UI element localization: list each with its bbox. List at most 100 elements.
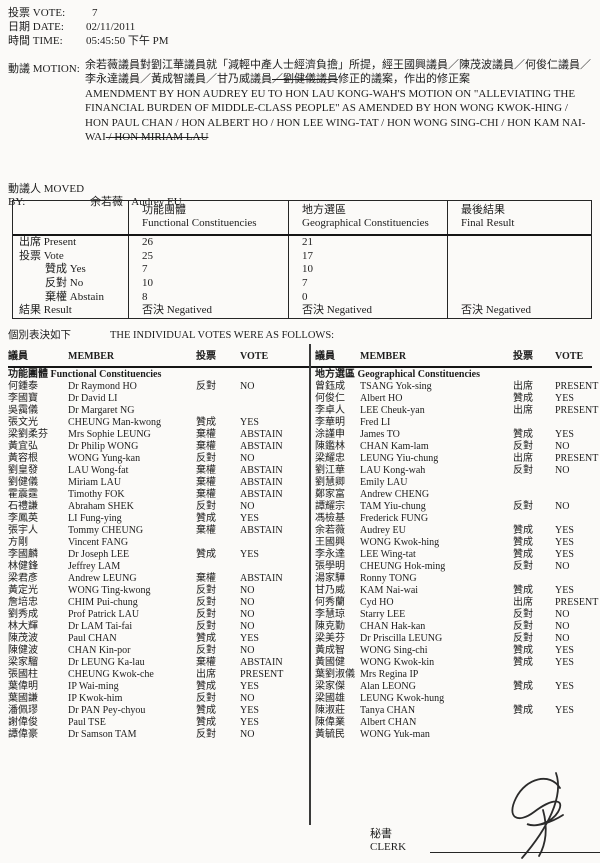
member-row: 石禮謙 Abraham SHEK 反對 NO	[8, 501, 309, 513]
member-name-cn: 譚耀宗	[315, 501, 345, 512]
member-name-cn: 何秀蘭	[315, 597, 345, 608]
member-vote-cn	[513, 489, 555, 501]
member-vote-cn: 反對	[196, 585, 216, 596]
member-name-cn: 黃定光	[8, 585, 38, 596]
member-name-cn: 梁劉柔芬	[8, 429, 48, 440]
member-name-en: Paul CHAN	[68, 633, 117, 644]
member-name-cn: 李國寶	[8, 393, 38, 404]
functional-header-cn: 功能團體	[142, 204, 186, 216]
member-row: 甘乃威 KAM Nai-wai 贊成 YES	[315, 585, 592, 597]
member-name-en: LEUNG Yiu-chung	[360, 453, 439, 464]
member-vote-cn	[196, 393, 240, 405]
row-label: 投票 Vote	[19, 249, 64, 262]
member-name-cn: 葉國謙	[8, 693, 38, 704]
member-name-en: TAM Yiu-chung	[360, 501, 426, 512]
member-vote-en	[240, 537, 309, 549]
member-name-cn: 張學明	[315, 561, 345, 572]
member-vote-en: ABSTAIN	[240, 477, 283, 488]
functional-header-en: Functional Constituencies	[142, 217, 257, 229]
member-name-cn: 譚偉豪	[8, 729, 38, 740]
functional-value: 否決 Negatived	[128, 304, 288, 319]
member-vote-en: YES	[555, 705, 574, 716]
member-vote-cn: 贊成	[513, 393, 533, 404]
member-vote-cn: 棄權	[196, 441, 216, 452]
member-row: 張國柱 CHEUNG Kwok-che 出席 PRESENT	[8, 669, 309, 681]
member-vote-en: YES	[240, 717, 259, 728]
member-vote-en: NO	[240, 597, 255, 608]
member-vote-cn: 反對	[196, 645, 216, 656]
member-name-en: Starry LEE	[360, 609, 406, 620]
member-name-en: CHIM Pui-chung	[68, 597, 138, 608]
functional-votes-table: 何鍾泰 Dr Raymond HO 反對 NO 李國寶 Dr David LI …	[8, 381, 309, 741]
member-name-en: Dr Raymond HO	[68, 381, 137, 392]
member-name-cn: 梁美芬	[315, 633, 345, 644]
member-name-cn: 張宇人	[8, 525, 38, 536]
member-row: 潘佩璆 Dr PAN Pey-chyou 贊成 YES	[8, 705, 309, 717]
member-vote-cn: 贊成	[513, 525, 533, 536]
member-row: 涂謹申 James TO 贊成 YES	[315, 429, 592, 441]
summary-row-abstain: 棄權 Abstain 8 0	[13, 290, 591, 305]
member-name-cn: 何鍾泰	[8, 381, 38, 392]
member-vote-en: YES	[555, 585, 574, 596]
member-vote-cn: 反對	[196, 597, 216, 608]
member-vote-en	[555, 417, 592, 429]
member-row: 譚偉豪 Dr Samson TAM 反對 NO	[8, 729, 309, 741]
member-row: 方剛 Vincent FANG	[8, 537, 309, 549]
member-vote-en: ABSTAIN	[240, 657, 283, 668]
row-label: 結果 Result	[19, 304, 72, 317]
member-vote-en: NO	[240, 729, 255, 740]
functional-constituencies-subheader: 功能團體 Functional Constituencies	[8, 369, 162, 380]
member-vote-en	[240, 393, 309, 405]
member-name-cn: 黃容根	[8, 453, 38, 464]
member-vote-en: ABSTAIN	[240, 429, 283, 440]
member-row: 李卓人 LEE Cheuk-yan 出席 PRESENT	[315, 405, 598, 417]
member-name-en: CHEUNG Hok-ming	[360, 561, 446, 572]
member-name-cn: 曾鈺成	[315, 381, 345, 392]
member-name-cn: 李鳳英	[8, 513, 38, 524]
motion-en-normal: AMENDMENT BY HON AUDREY EU TO HON LAU KO…	[85, 87, 586, 144]
final-result-header-en: Final Result	[461, 217, 515, 229]
member-vote-cn: 反對	[513, 609, 533, 620]
member-vote-en: NO	[240, 501, 255, 512]
member-vote-cn: 棄權	[196, 525, 216, 536]
member-row: 李國寶 Dr David LI	[8, 393, 309, 405]
member-name-en: Prof Patrick LAU	[68, 609, 140, 620]
member-name-en: Dr Margaret NG	[68, 405, 135, 416]
member-row: 梁君彥 Andrew LEUNG 棄權 ABSTAIN	[8, 573, 309, 585]
member-name-en: Tanya CHAN	[360, 705, 416, 716]
member-row: 梁劉柔芬 Mrs Sophie LEUNG 棄權 ABSTAIN	[8, 429, 309, 441]
member-name-cn: 陳偉業	[315, 717, 345, 728]
final-value	[447, 249, 591, 264]
member-name-cn: 劉皇發	[8, 465, 38, 476]
member-vote-en: NO	[240, 585, 255, 596]
member-name-en: Andrew CHENG	[360, 489, 430, 500]
member-row: 張文光 CHEUNG Man-kwong 贊成 YES	[8, 417, 309, 429]
member-name-en: LEUNG Kwok-hung	[360, 693, 445, 704]
member-vote-en: YES	[555, 525, 574, 536]
member-row: 劉皇發 LAU Wong-fat 棄權 ABSTAIN	[8, 465, 309, 477]
motion-en-struck: / HON MIRIAM LAU	[105, 131, 209, 144]
member-name-en: CHAN Kam-lam	[360, 441, 429, 452]
member-name-en: Jeffrey LAM	[68, 561, 121, 572]
member-name-en: IP Kwok-him	[68, 693, 123, 704]
member-vote-cn: 贊成	[513, 645, 533, 656]
date-row: 日期 DATE: 02/11/2011	[8, 20, 169, 34]
member-vote-cn	[513, 417, 555, 429]
member-row: 劉秀成 Prof Patrick LAU 反對 NO	[8, 609, 309, 621]
member-en-header: MEMBER	[360, 351, 407, 362]
member-name-cn: 林健鋒	[8, 561, 38, 572]
member-name-cn: 劉健儀	[8, 477, 38, 488]
member-name-en: Dr PAN Pey-chyou	[68, 705, 146, 716]
vote-en-header: VOTE	[555, 351, 584, 362]
member-row: 何秀蘭 Cyd HO 出席 PRESENT	[315, 597, 598, 609]
member-vote-cn: 贊成	[513, 585, 533, 596]
member-vote-cn: 反對	[513, 621, 533, 632]
member-row: 何俊仁 Albert HO 贊成 YES	[315, 393, 592, 405]
final-value	[447, 236, 591, 250]
member-name-en: WONG Kwok-kin	[360, 657, 435, 668]
member-row: 葉劉淑儀 Mrs Regina IP	[315, 669, 592, 681]
row-label: 棄權 Abstain	[45, 290, 104, 303]
member-name-en: Audrey EU	[360, 525, 406, 536]
member-row: 梁國雄 LEUNG Kwok-hung	[315, 693, 592, 705]
summary-header-blank	[13, 201, 128, 234]
